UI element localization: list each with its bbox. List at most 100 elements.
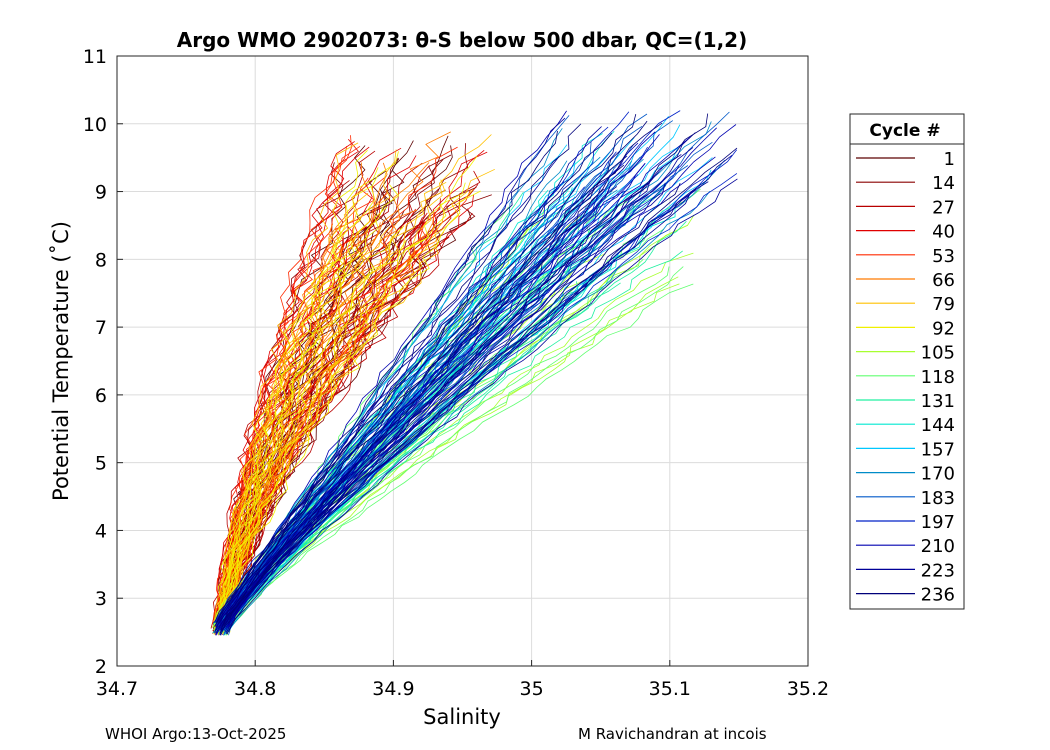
y-tick-label: 2 — [95, 656, 107, 678]
profile-line — [228, 157, 713, 632]
profile-line — [221, 184, 400, 628]
profile-line — [217, 150, 368, 635]
legend-label: 27 — [932, 197, 955, 218]
footer-source: WHOI Argo:13-Oct-2025 — [105, 725, 287, 743]
legend-label: 131 — [921, 391, 955, 412]
profile-line — [222, 212, 473, 629]
profile-line — [225, 178, 738, 633]
y-tick-label: 5 — [95, 453, 107, 475]
legend: Cycle # 1 14 27 40 53 66 79 92 105 118 131 144 157 17… — [849, 113, 965, 610]
profile-line — [226, 266, 684, 628]
y-tick-label: 3 — [95, 588, 107, 610]
profile-line — [225, 282, 621, 624]
profile-line — [214, 218, 359, 633]
profile-line — [214, 183, 574, 623]
legend-label: 53 — [932, 246, 955, 267]
profile-line — [220, 151, 617, 627]
profile-line — [215, 147, 738, 634]
legend-box — [849, 113, 965, 610]
profile-line — [223, 130, 558, 625]
legend-label: 40 — [932, 222, 955, 243]
profile-line — [214, 157, 641, 623]
profile-line — [225, 205, 442, 634]
legend-label: 118 — [921, 367, 955, 388]
legend-label: 1 — [944, 149, 955, 170]
y-tick-label: 11 — [83, 46, 107, 68]
profile-line — [222, 154, 452, 623]
chart-title: Argo WMO 2902073: θ-S below 500 dbar, QC… — [177, 28, 747, 52]
profile-line — [219, 120, 648, 635]
y-tick-label: 10 — [83, 114, 107, 136]
profile-line — [226, 117, 566, 635]
y-tick-label: 9 — [95, 182, 107, 204]
legend-label: 223 — [921, 560, 955, 581]
profile-line — [219, 126, 602, 623]
x-tick-label: 34.9 — [372, 678, 414, 700]
x-tick-label: 35.2 — [787, 678, 829, 700]
legend-label: 170 — [921, 464, 955, 485]
profile-line — [220, 114, 637, 631]
profile-line — [217, 208, 416, 623]
profile-line — [225, 151, 488, 625]
profile-line — [221, 182, 466, 623]
profile-line — [224, 140, 414, 632]
profile-line — [225, 191, 693, 628]
y-tick-label: 4 — [95, 520, 107, 542]
profile-line — [223, 191, 711, 636]
profile-line — [214, 132, 613, 626]
profile-line — [215, 183, 681, 627]
profile-line — [212, 222, 368, 628]
profile-line — [224, 131, 451, 629]
profile-line — [218, 226, 420, 623]
profile-line — [212, 175, 387, 624]
legend-label: 144 — [921, 415, 955, 436]
legend-label: 92 — [932, 318, 955, 339]
profile-line — [223, 189, 474, 627]
x-tick-label: 34.7 — [96, 678, 138, 700]
profile-line — [215, 189, 697, 631]
profile-line — [221, 283, 694, 630]
profile-line — [213, 227, 404, 635]
profile-lines — [210, 110, 738, 636]
y-tick-label: 7 — [95, 317, 107, 339]
profile-line — [228, 123, 582, 625]
legend-label: 105 — [921, 343, 955, 364]
y-tick-label: 8 — [95, 249, 107, 271]
legend-label: 183 — [921, 488, 955, 509]
y-axis-label: Potential Temperature (˚C) — [49, 221, 73, 501]
profile-line — [219, 168, 495, 630]
profile-line — [218, 252, 694, 627]
legend-label: 79 — [932, 294, 955, 315]
profile-line — [224, 190, 481, 633]
profile-line — [217, 225, 405, 627]
profile-line — [214, 134, 660, 634]
profile-line — [222, 167, 379, 634]
legend-entries: 1 14 27 40 53 66 79 92 105 118 131 144 157 170 183 197 2… — [856, 149, 955, 606]
legend-label: 157 — [921, 439, 955, 460]
legend-label: 66 — [932, 270, 955, 291]
profile-line — [224, 133, 603, 625]
x-tick-label: 35.1 — [649, 678, 691, 700]
profile-line — [215, 250, 683, 634]
profile-line — [219, 132, 696, 624]
profile-line — [225, 230, 649, 636]
profile-line — [214, 155, 628, 627]
profile-line — [213, 243, 439, 635]
plot-area-frame — [116, 55, 809, 667]
x-axis-label: Salinity — [423, 705, 501, 729]
x-tick-label: 35 — [520, 678, 544, 700]
legend-label: 210 — [921, 536, 955, 557]
profile-line — [221, 206, 388, 627]
y-axis-ticks: 2 3 4 5 6 7 8 9 10 11 — [83, 46, 123, 678]
profile-line — [215, 136, 691, 627]
profile-line — [216, 110, 567, 634]
legend-label: 14 — [932, 173, 955, 194]
profile-line — [220, 154, 682, 632]
profile-line — [217, 240, 407, 633]
legend-label: 236 — [921, 585, 955, 606]
legend-label: 197 — [921, 512, 955, 533]
x-tick-label: 34.8 — [234, 678, 276, 700]
legend-title: Cycle # — [869, 121, 940, 141]
y-tick-label: 6 — [95, 385, 107, 407]
